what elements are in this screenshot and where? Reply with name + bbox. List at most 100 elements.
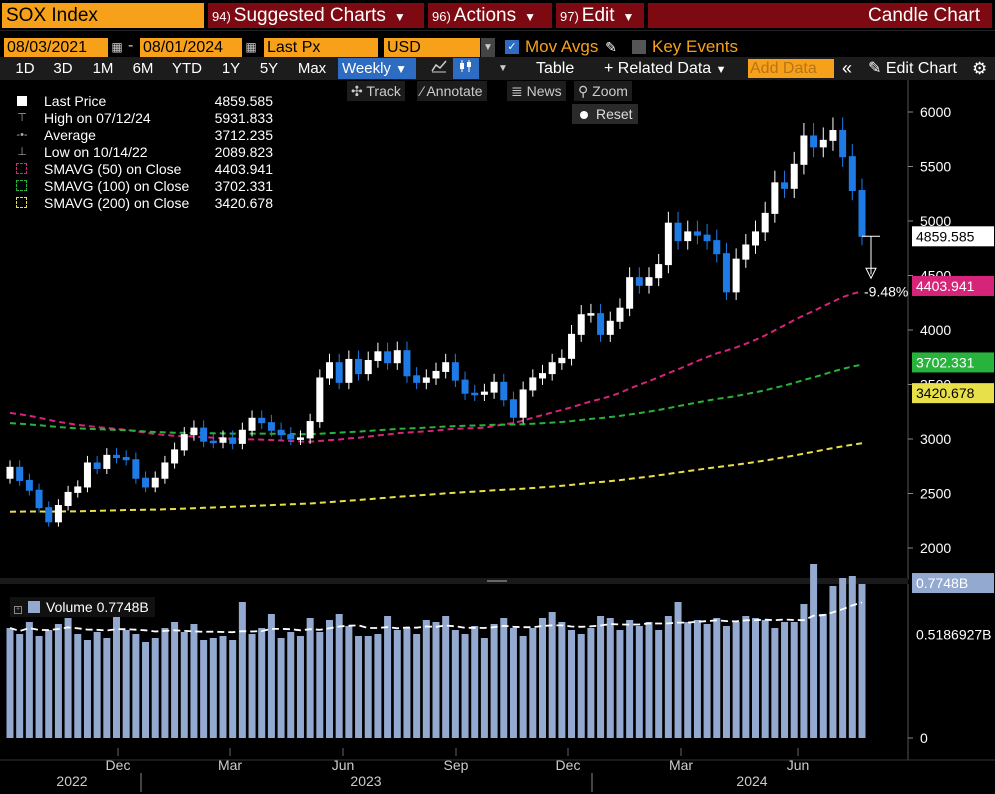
period-1y-button[interactable]: 1Y: [221, 60, 241, 77]
drawdown-label: -9.48%: [864, 283, 908, 299]
candle-body: [626, 277, 634, 309]
period-5y-button[interactable]: 5Y: [259, 60, 279, 77]
chart-canvas[interactable]: -9.48% 200025003000350040004500500055006…: [0, 80, 995, 794]
candle: [790, 151, 798, 199]
legend-average[interactable]: -•- Average 3712.235: [12, 127, 277, 144]
candle: [548, 353, 556, 381]
candle-body: [848, 156, 856, 191]
panel-splitter[interactable]: [0, 578, 908, 584]
candle-body: [703, 234, 711, 242]
frequency-select[interactable]: Weekly ▼: [338, 58, 416, 79]
volume-bar: [6, 628, 14, 738]
key-events-checkbox[interactable]: [632, 40, 646, 54]
candle: [635, 267, 643, 294]
collapse-icon[interactable]: «: [842, 58, 853, 78]
edit-menu-button[interactable]: 97) Edit ▼: [556, 3, 644, 28]
candle-body: [238, 429, 246, 444]
candle: [200, 420, 208, 448]
volume-bar: [800, 604, 808, 738]
edit-chart-button[interactable]: ✎ Edit Chart: [868, 58, 957, 79]
candle: [296, 430, 304, 445]
top-bar: SOX Index 94) Suggested Charts ▼ 96) Action…: [0, 0, 995, 31]
period-ytd-button[interactable]: YTD: [172, 60, 202, 77]
mov-avgs-checkbox[interactable]: ✓: [505, 40, 519, 54]
period-1m-button[interactable]: 1M: [92, 60, 114, 77]
mov-avgs-label[interactable]: Mov Avgs: [525, 37, 599, 56]
actions-button[interactable]: 96) Actions ▼: [428, 3, 552, 28]
candle-body: [548, 362, 556, 375]
track-tool[interactable]: ✣ Track: [347, 81, 405, 101]
start-date-input[interactable]: 08/03/2021: [4, 38, 108, 57]
key-events-label[interactable]: Key Events: [652, 37, 738, 56]
candle: [742, 233, 750, 268]
candle: [45, 501, 53, 527]
period-6m-button[interactable]: 6M: [132, 60, 154, 77]
volume-bar: [287, 632, 295, 738]
volume-bar: [539, 618, 546, 738]
volume-bar: [587, 628, 595, 738]
candle-body: [568, 333, 576, 359]
sma50-tag-bg: [912, 275, 994, 296]
calendar-icon[interactable]: ▦: [245, 40, 257, 54]
expand-icon[interactable]: +: [14, 606, 22, 614]
candle-body: [122, 457, 130, 461]
chevron-down-icon[interactable]: ▼: [498, 63, 508, 74]
gear-icon[interactable]: ⚙: [972, 59, 988, 78]
candle: [442, 353, 450, 379]
candle-body: [451, 362, 459, 381]
candle: [335, 353, 343, 390]
legend-sma50[interactable]: SMAVG (50) on Close 4403.941: [12, 161, 277, 178]
volume-bar: [161, 628, 169, 738]
calendar-icon[interactable]: ▦: [111, 40, 123, 54]
candle: [781, 170, 789, 199]
line-chart-icon[interactable]: [426, 58, 452, 79]
legend-high[interactable]: ⊤ High on 07/12/24 5931.833: [12, 110, 277, 127]
sma200-tag: 3420.678: [912, 383, 994, 404]
candle-body: [219, 437, 227, 443]
candle: [771, 170, 779, 223]
legend-last-price[interactable]: Last Price 4859.585: [12, 93, 277, 110]
chevron-down-icon[interactable]: ▼: [481, 38, 495, 57]
candle: [655, 253, 663, 287]
end-date-input[interactable]: 08/01/2024: [140, 38, 242, 57]
news-tool[interactable]: ≣ News: [507, 81, 566, 101]
volume-bar: [819, 614, 827, 738]
reset-button[interactable]: Reset: [572, 104, 638, 124]
period-1d-button[interactable]: 1D: [15, 60, 35, 77]
currency-select[interactable]: USD: [384, 38, 480, 57]
ticker-field[interactable]: SOX Index: [2, 3, 204, 28]
chevron-down-icon: ▼: [395, 62, 407, 76]
volume-bar: [413, 634, 421, 738]
annotate-tool[interactable]: ∕ Annotate: [417, 81, 487, 101]
sma-200-line: [9, 442, 863, 513]
legend-sma100[interactable]: SMAVG (100) on Close 3702.331: [12, 178, 277, 195]
volume-bar: [626, 620, 634, 738]
candle: [626, 267, 634, 317]
splitter-handle[interactable]: [487, 580, 507, 582]
related-data-button[interactable]: + Related Data ▼: [604, 58, 727, 79]
volume-legend[interactable]: + Volume 0.7748B: [10, 597, 155, 617]
volume-bar: [839, 578, 847, 738]
table-button[interactable]: Table: [536, 60, 575, 77]
field-input[interactable]: Last Px: [264, 38, 378, 57]
volume-bar: [64, 618, 72, 738]
candle-chart-icon[interactable]: [453, 58, 479, 79]
legend-sma200[interactable]: SMAVG (200) on Close 3420.678: [12, 195, 277, 212]
volume-average-tag: 0.5186927B: [912, 624, 994, 645]
pencil-icon[interactable]: ✎: [605, 39, 617, 55]
chevron-down-icon: ▼: [715, 64, 727, 76]
legend-label: SMAVG (200) on Close: [44, 195, 190, 211]
volume-bar: [16, 634, 24, 738]
candle-body: [103, 454, 111, 469]
volume-bar: [122, 630, 130, 738]
period-3d-button[interactable]: 3D: [53, 60, 73, 77]
candle: [6, 460, 14, 484]
legend-low[interactable]: ⊥ Low on 10/14/22 2089.823: [12, 144, 277, 161]
period-max-button[interactable]: Max: [297, 60, 327, 77]
candle-body: [722, 253, 730, 293]
zoom-tool[interactable]: ⚲ Zoom: [574, 81, 632, 101]
candle-body: [258, 417, 266, 424]
add-data-input[interactable]: Add Data: [748, 59, 834, 78]
candle: [209, 433, 217, 449]
suggested-charts-button[interactable]: 94) Suggested Charts ▼: [208, 3, 424, 28]
